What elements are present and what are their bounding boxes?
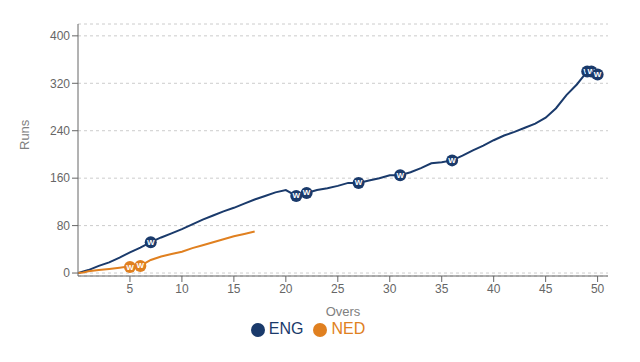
svg-text:W: W xyxy=(448,156,456,165)
svg-text:45: 45 xyxy=(539,282,553,296)
svg-text:W: W xyxy=(396,171,404,180)
svg-text:Runs: Runs xyxy=(17,119,32,150)
svg-text:W: W xyxy=(594,70,602,79)
svg-text:W: W xyxy=(292,191,300,200)
svg-text:320: 320 xyxy=(50,77,70,91)
svg-text:W: W xyxy=(355,178,363,187)
svg-text:240: 240 xyxy=(50,124,70,138)
svg-text:W: W xyxy=(147,238,155,247)
svg-text:15: 15 xyxy=(227,282,241,296)
html-text:NED: NED xyxy=(331,320,366,337)
svg-text:50: 50 xyxy=(591,282,605,296)
svg-text:160: 160 xyxy=(50,171,70,185)
svg-text:40: 40 xyxy=(487,282,501,296)
svg-text:5: 5 xyxy=(127,282,134,296)
svg-text:25: 25 xyxy=(331,282,345,296)
svg-text:10: 10 xyxy=(175,282,189,296)
svg-text:400: 400 xyxy=(50,29,70,43)
svg-text:30: 30 xyxy=(383,282,397,296)
svg-text:Overs: Overs xyxy=(326,304,361,319)
svg-text:W: W xyxy=(587,66,596,76)
svg-text:80: 80 xyxy=(57,219,71,233)
html-text:ENG: ENG xyxy=(268,320,304,337)
svg-text:W: W xyxy=(137,261,145,270)
svg-text:20: 20 xyxy=(279,282,293,296)
svg-text:35: 35 xyxy=(435,282,449,296)
svg-text:0: 0 xyxy=(63,266,70,280)
svg-text:W: W xyxy=(126,263,134,272)
svg-text:W: W xyxy=(303,188,311,197)
